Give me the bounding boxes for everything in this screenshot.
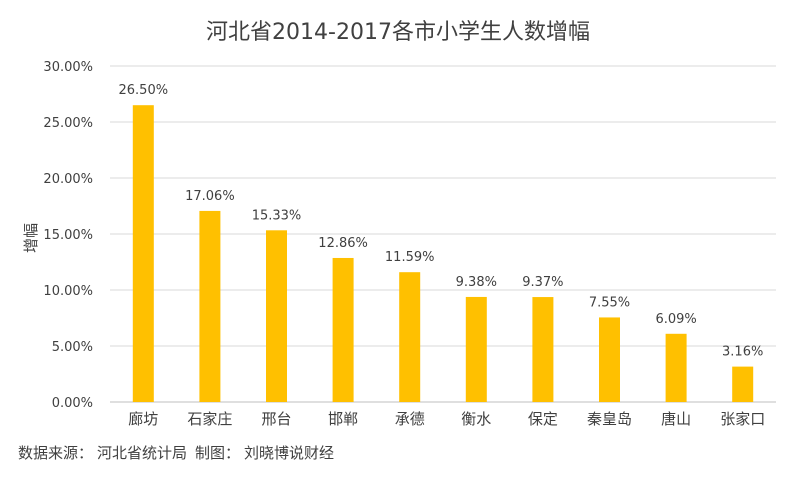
x-tick-label: 衡水	[461, 410, 491, 428]
bars	[132, 105, 754, 402]
made-by-label: 制图：	[195, 444, 241, 462]
data-label: 7.55%	[589, 295, 630, 310]
x-tick-label: 承德	[395, 410, 425, 428]
bar-10	[732, 366, 754, 402]
gridlines	[110, 65, 776, 403]
data-label: 26.50%	[119, 83, 169, 98]
data-label: 15.33%	[252, 208, 302, 223]
x-tick-label: 秦皇岛	[587, 410, 632, 428]
x-tick-label: 邯郸	[328, 410, 358, 428]
y-tick-label: 25.00%	[43, 116, 93, 131]
data-labels: 26.50% 17.06% 15.33% 12.86% 11.59% 9.38% 9.37%…	[119, 83, 764, 359]
x-tick-label: 邢台	[261, 410, 291, 428]
y-tick-label: 0.00%	[52, 396, 93, 411]
bar-5	[399, 272, 421, 402]
data-label: 9.37%	[522, 275, 563, 290]
y-tick-label: 15.00%	[43, 228, 93, 243]
x-tick-label: 保定	[528, 410, 558, 428]
bar-6	[465, 296, 487, 402]
bar-8	[599, 317, 620, 402]
y-tick-label: 10.00%	[43, 284, 93, 299]
bar-2	[199, 210, 221, 402]
bar-7	[532, 297, 554, 402]
x-tick-label: 石家庄	[187, 410, 232, 428]
y-tick-label: 30.00%	[43, 60, 93, 75]
bar-9	[665, 333, 687, 402]
made-by-text: 刘晓博说财经	[244, 444, 335, 462]
x-axis-ticks: 廊坊 石家庄 邢台 邯郸 承德 衡水 保定 秦皇岛 唐山 张家口	[128, 410, 765, 428]
data-label: 11.59%	[385, 250, 435, 265]
bar-3	[266, 230, 287, 402]
y-tick-label: 5.00%	[52, 340, 93, 355]
data-label: 6.09%	[655, 312, 696, 327]
y-tick-label: 20.00%	[43, 172, 93, 187]
data-label: 17.06%	[185, 189, 235, 204]
bar-1	[132, 105, 154, 402]
data-label: 12.86%	[318, 236, 368, 251]
y-axis-label: 增幅	[22, 223, 40, 253]
data-label: 3.16%	[722, 345, 763, 360]
x-tick-label: 张家口	[720, 410, 765, 428]
source-note: 数据来源： 河北省统计局 制图： 刘晓博说财经	[18, 442, 334, 463]
y-axis-ticks: 0.00% 5.00% 10.00% 15.00% 20.00% 25.00% 30.00%	[43, 60, 93, 411]
x-tick-label: 唐山	[661, 410, 691, 428]
source-label: 数据来源：	[18, 444, 94, 462]
x-tick-label: 廊坊	[128, 410, 158, 428]
chart-title: 河北省2014-2017各市小学生人数增幅	[206, 20, 590, 45]
bar-4	[332, 257, 354, 402]
source-text: 河北省统计局	[97, 444, 188, 462]
data-label: 9.38%	[456, 275, 497, 290]
